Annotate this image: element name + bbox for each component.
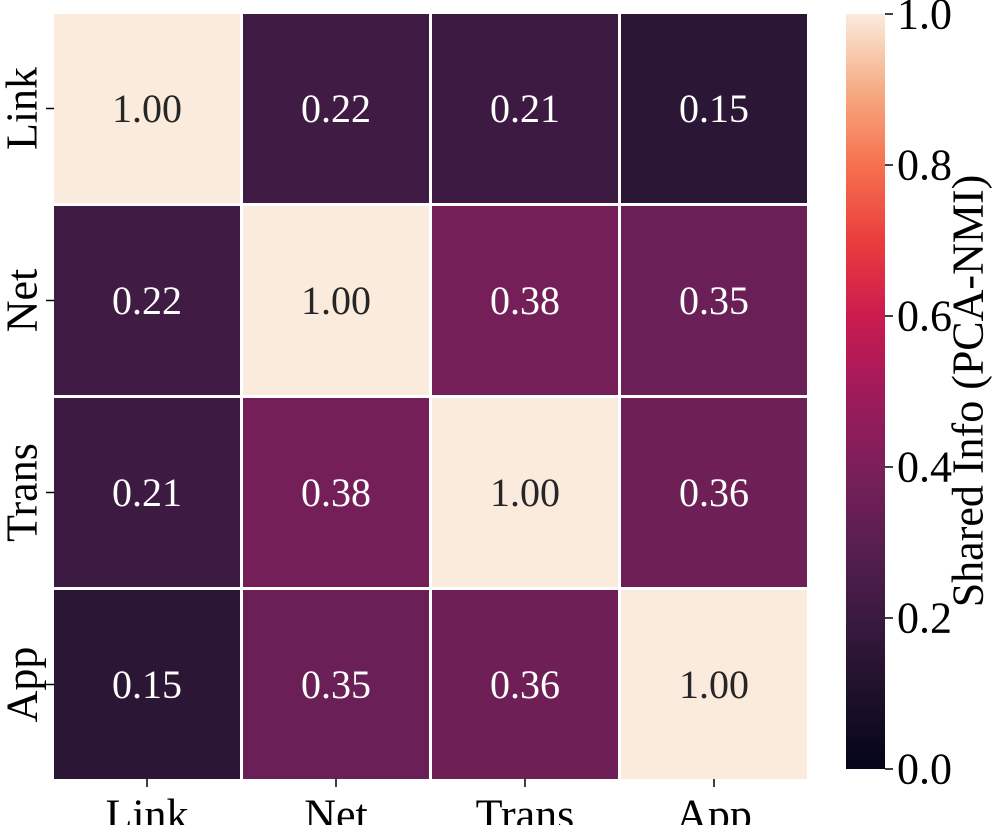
colorbar-tick-label: 1.0	[897, 0, 952, 39]
x-tick-label: Link	[105, 791, 188, 825]
colorbar-tick-label: 0.6	[897, 292, 952, 341]
x-tick-label: Net	[304, 791, 368, 825]
heatmap-cell	[432, 398, 618, 587]
cell-value-label: 0.38	[490, 278, 560, 323]
y-axis: Link Net Trans App	[0, 67, 54, 722]
cell-value-label: 0.22	[112, 278, 182, 323]
cell-value-label: 0.15	[679, 86, 749, 131]
heatmap-cell	[54, 206, 240, 395]
heatmap-cell	[243, 206, 429, 395]
heatmap-cell	[54, 398, 240, 587]
y-tick-label: Trans	[0, 443, 47, 542]
cell-value-label: 0.35	[301, 662, 371, 707]
cell-value-label: 0.22	[301, 86, 371, 131]
heatmap-cell	[621, 14, 807, 203]
cell-value-label: 0.36	[490, 662, 560, 707]
y-tick-label: Net	[0, 269, 47, 333]
heatmap-cell	[243, 590, 429, 779]
cell-value-label: 0.21	[490, 86, 560, 131]
heatmap-cell	[54, 14, 240, 203]
heatmap-cells	[54, 14, 807, 779]
heatmap-cell	[432, 14, 618, 203]
heatmap-cell	[432, 590, 618, 779]
heatmap-cell	[621, 590, 807, 779]
x-tick-label: App	[676, 791, 752, 825]
y-tick-label: App	[0, 647, 47, 723]
heatmap-cell	[621, 398, 807, 587]
cell-value-label: 1.00	[679, 662, 749, 707]
heatmap-cell	[243, 14, 429, 203]
heatmap-cell-labels: 1.00 0.22 0.21 0.15 0.22 1.00 0.38 0.35 0.21 0.38…	[112, 86, 749, 707]
cell-value-label: 1.00	[490, 470, 560, 515]
colorbar-tick-label: 0.2	[897, 594, 952, 643]
heatmap-cell	[54, 590, 240, 779]
colorbar-label: Shared Info (PCA-NMI)	[944, 175, 993, 608]
heatmap-cell	[432, 206, 618, 395]
cell-value-label: 1.00	[301, 278, 371, 323]
cell-value-label: 1.00	[112, 86, 182, 131]
colorbar-tick-label: 0.0	[897, 745, 952, 794]
colorbar-tick-label: 0.8	[897, 141, 952, 190]
colorbar-ticks: 0.0 0.2 0.4 0.6 0.8 1.0	[885, 0, 952, 794]
cell-value-label: 0.35	[679, 278, 749, 323]
colorbar-tick-label: 0.4	[897, 443, 952, 492]
y-tick-label: Link	[0, 67, 47, 150]
x-axis: Link Net Trans App	[105, 779, 752, 825]
colorbar-gradient	[846, 14, 885, 769]
cell-value-label: 0.36	[679, 470, 749, 515]
cell-value-label: 0.38	[301, 470, 371, 515]
heatmap-cell	[243, 398, 429, 587]
cell-value-label: 0.15	[112, 662, 182, 707]
colorbar: 0.0 0.2 0.4 0.6 0.8 1.0 Shared Info (PCA-NMI)	[846, 0, 993, 794]
x-tick-label: Trans	[476, 791, 575, 825]
cell-value-label: 0.21	[112, 470, 182, 515]
heatmap-cell	[621, 206, 807, 395]
